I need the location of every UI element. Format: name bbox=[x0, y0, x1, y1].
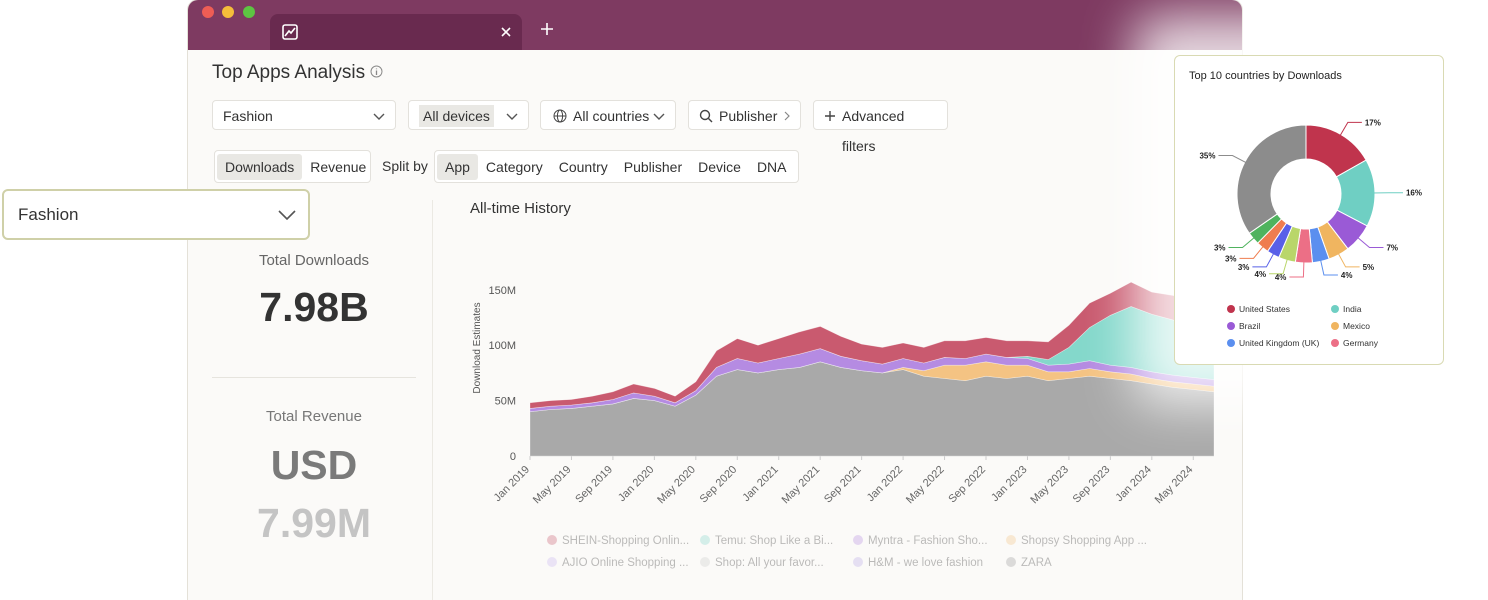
x-tick-label: Jan 2024 bbox=[1113, 464, 1153, 504]
data-label: 4% bbox=[1275, 273, 1287, 282]
legend-swatch bbox=[1006, 535, 1016, 545]
data-label: 3% bbox=[1238, 263, 1250, 272]
data-label: 35% bbox=[1199, 152, 1215, 161]
legend-label: ZARA bbox=[1021, 557, 1052, 569]
legend-swatch bbox=[1331, 322, 1339, 330]
legend-label: Brazil bbox=[1239, 321, 1260, 331]
legend-swatch bbox=[1227, 322, 1235, 330]
x-tick-label: Jan 2019 bbox=[492, 464, 532, 504]
legend-swatch bbox=[853, 557, 863, 567]
y-tick-label: 0 bbox=[510, 451, 516, 463]
legend-swatch bbox=[1331, 305, 1339, 313]
x-tick-label: Jan 2020 bbox=[616, 464, 656, 504]
legend-label: H&M - we love fashion bbox=[868, 557, 983, 569]
data-label: 5% bbox=[1363, 263, 1375, 272]
legend-label: AJIO Online Shopping ... bbox=[562, 557, 689, 569]
page: Top Apps Analysis Fashion All devices Al… bbox=[0, 0, 1488, 578]
donut-card: Top 10 countries by Downloads 17% 16% 7% 5%… bbox=[1174, 55, 1444, 365]
legend-swatch bbox=[700, 535, 710, 545]
data-label: 17% bbox=[1365, 118, 1381, 127]
data-label: 3% bbox=[1225, 254, 1237, 263]
y-tick-label: 100M bbox=[488, 340, 516, 352]
legend-swatch bbox=[700, 557, 710, 567]
x-tick-label: Sep 2021 bbox=[822, 464, 864, 506]
x-tick-label: May 2023 bbox=[1028, 464, 1071, 507]
legend-label: SHEIN-Shopping Onlin... bbox=[562, 535, 689, 547]
x-tick-label: Jan 2021 bbox=[740, 464, 780, 504]
legend-swatch bbox=[547, 557, 557, 567]
x-tick-label: Sep 2023 bbox=[1071, 464, 1113, 506]
x-tick-label: May 2024 bbox=[1153, 464, 1196, 507]
x-tick-label: Sep 2022 bbox=[946, 464, 988, 506]
x-tick-label: May 2022 bbox=[904, 464, 947, 507]
legend-swatch bbox=[1006, 557, 1016, 567]
legend-label: India bbox=[1343, 304, 1362, 314]
x-tick-label: Sep 2020 bbox=[698, 464, 740, 506]
donut-slice bbox=[1237, 125, 1306, 233]
legend-label: United Kingdom (UK) bbox=[1239, 338, 1319, 348]
data-label: 7% bbox=[1386, 243, 1398, 252]
legend-label: Myntra - Fashion Sho... bbox=[868, 535, 988, 547]
y-tick-label: 50M bbox=[495, 396, 516, 408]
legend-label: Temu: Shop Like a Bi... bbox=[715, 535, 833, 547]
chart-title: All-time History bbox=[470, 200, 571, 217]
legend-label: Mexico bbox=[1343, 321, 1370, 331]
y-axis-label: Download Estimates bbox=[472, 302, 483, 393]
donut-chart: Top 10 countries by Downloads 17% 16% 7% 5%… bbox=[1175, 56, 1443, 364]
chart-title: Top 10 countries by Downloads bbox=[1189, 70, 1342, 82]
legend-swatch bbox=[547, 535, 557, 545]
data-label: 3% bbox=[1214, 243, 1226, 252]
dropdown-text: Fashion bbox=[18, 205, 78, 224]
leader-line bbox=[1218, 156, 1248, 164]
legend-label: Shopsy Shopping App ... bbox=[1021, 535, 1147, 547]
x-tick-label: Sep 2019 bbox=[573, 464, 615, 506]
legend-swatch bbox=[1227, 305, 1235, 313]
data-label: 16% bbox=[1406, 189, 1422, 198]
legend-label: Germany bbox=[1343, 338, 1379, 348]
legend-swatch bbox=[853, 535, 863, 545]
dropdown-overlay[interactable]: Fashion bbox=[2, 189, 310, 240]
x-tick-label: Jan 2022 bbox=[865, 464, 905, 504]
chevron bbox=[278, 210, 296, 220]
legend-label: United States bbox=[1239, 304, 1290, 314]
data-label: 4% bbox=[1341, 271, 1353, 280]
legend-swatch bbox=[1227, 339, 1235, 347]
x-tick-label: Jan 2023 bbox=[989, 464, 1029, 504]
x-tick-label: May 2019 bbox=[531, 464, 574, 507]
data-label: 4% bbox=[1255, 270, 1267, 279]
legend: SHEIN-Shopping Onlin... Temu: Shop Like a… bbox=[547, 535, 1147, 569]
x-tick-label: May 2021 bbox=[780, 464, 823, 507]
y-tick-label: 150M bbox=[488, 285, 516, 297]
legend-label: Shop: All your favor... bbox=[715, 557, 824, 569]
legend-swatch bbox=[1331, 339, 1339, 347]
x-tick-label: May 2020 bbox=[655, 464, 698, 507]
